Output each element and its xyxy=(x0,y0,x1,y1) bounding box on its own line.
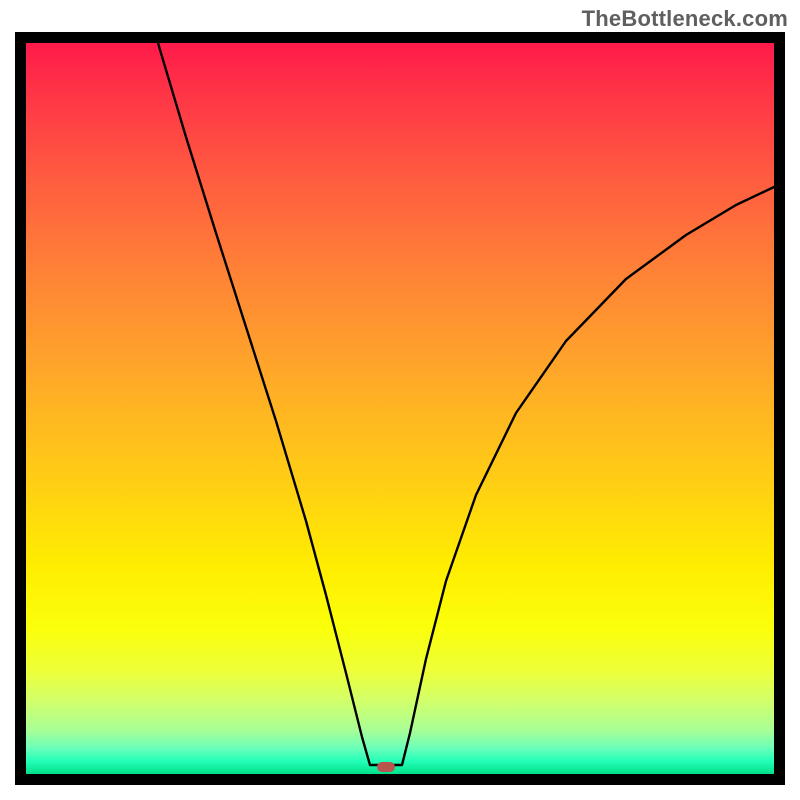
plot-frame xyxy=(15,32,785,785)
optimum-marker xyxy=(377,762,395,772)
chart-container: TheBottleneck.com xyxy=(0,0,800,800)
watermark-text: TheBottleneck.com xyxy=(582,6,788,32)
plot-area xyxy=(26,43,774,774)
bottleneck-curve xyxy=(26,43,774,774)
